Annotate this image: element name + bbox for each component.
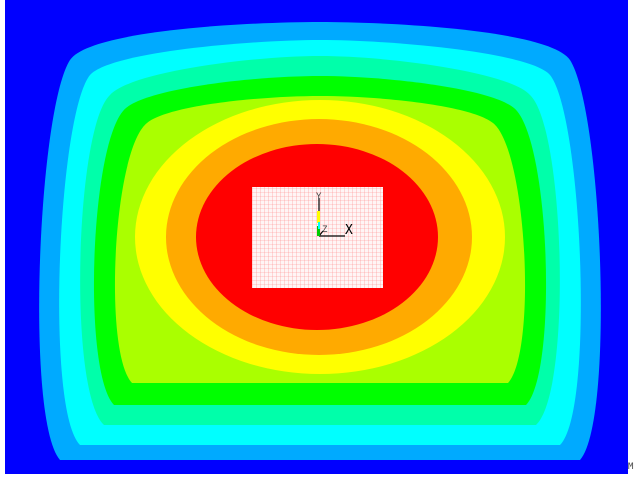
coordinate-triad: X Y Z <box>316 192 353 238</box>
corner-label: M <box>628 462 634 472</box>
triad-yellow-marker <box>317 211 320 223</box>
triad-origin-marker <box>317 226 320 236</box>
mesh-region <box>252 187 383 288</box>
triad-y-label: Y <box>316 192 322 202</box>
triad-z-label: Z <box>322 225 328 235</box>
triad-cyan-marker <box>318 222 320 229</box>
triad-x-label: X <box>345 223 353 238</box>
